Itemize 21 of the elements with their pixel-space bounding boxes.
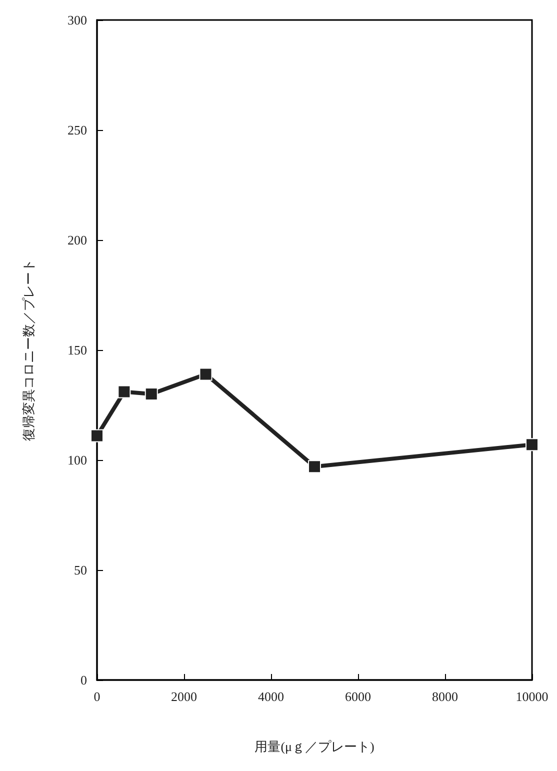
x-tick-label: 4000 (258, 689, 284, 704)
point (90, 429, 104, 442)
x-tick-label: 10000 (516, 689, 548, 704)
y-axis-title: 復帰変異コロニー数／プレート (21, 259, 36, 441)
point (308, 460, 321, 474)
point (526, 438, 538, 452)
x-axis-title: 用量(μｇ／プレート) (254, 739, 374, 754)
y-tick-label: 0 (80, 672, 87, 688)
y-tick-label: 150 (68, 342, 87, 358)
y-tick-label: 200 (68, 232, 87, 248)
y-tick-label: 100 (68, 452, 87, 468)
y-tick-label: 300 (68, 12, 87, 28)
y-tick-label: 250 (68, 122, 87, 138)
y-tick-label: 50 (74, 562, 87, 578)
x-tick-label: 2000 (171, 689, 197, 704)
x-tick-label: 8000 (432, 689, 458, 704)
x-tick-label: 0 (94, 689, 100, 704)
x-tick-label: 6000 (345, 689, 371, 704)
point (199, 368, 212, 381)
point (118, 385, 131, 398)
point (144, 388, 158, 400)
